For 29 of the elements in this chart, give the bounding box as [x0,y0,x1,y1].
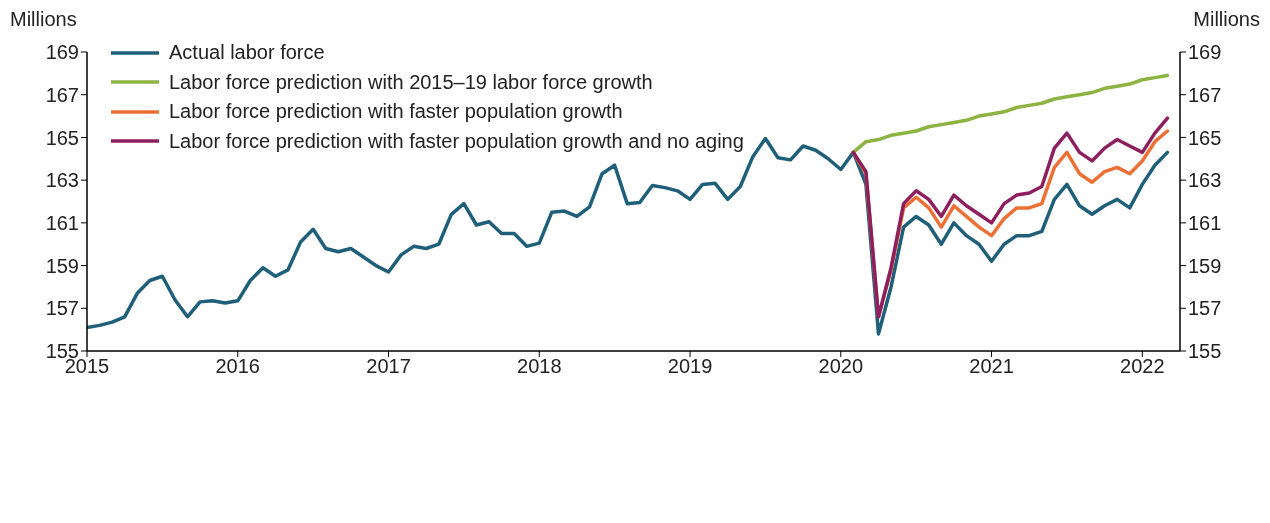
y2-tick-label: 163 [1188,169,1222,192]
x-tick-label: 2018 [517,355,562,378]
y-tick-label: 161 [45,211,79,234]
legend-label: Labor force prediction with faster population growth [169,99,623,124]
y2-tick-label: 165 [1188,126,1222,149]
y-tick-label: 165 [45,126,79,149]
y2-tick-label: 169 [1188,41,1222,64]
y2-tick-label: 159 [1188,254,1222,277]
y2-tick-label: 157 [1188,297,1222,320]
legend-label: Labor force prediction with faster population growth and no aging [169,128,744,154]
legend-label: Labor force prediction with 2015–19 labor force growth [169,69,653,95]
x-tick-label: 2016 [215,355,261,378]
x-tick-label: 2022 [1120,355,1165,378]
y-axis-title: Millions [10,8,77,31]
x-tick-label: 2019 [667,355,713,378]
x-tick-label: 2020 [818,355,864,378]
y2-axis-title: Millions [1193,8,1260,31]
y2-tick-label: 155 [1188,340,1222,363]
x-tick-label: 2017 [366,355,411,378]
y-tick-label: 167 [45,83,79,106]
y-tick-label: 159 [45,254,79,277]
y2-tick-label: 167 [1188,83,1222,106]
y-tick-label: 163 [45,169,79,192]
legend-label: Actual labor force [169,40,325,65]
y-tick-label: 157 [45,297,79,320]
x-tick-label: 2021 [969,355,1014,378]
line-series [851,73,1170,155]
y2-tick-label: 161 [1188,211,1222,234]
y-tick-label: 169 [45,41,79,64]
